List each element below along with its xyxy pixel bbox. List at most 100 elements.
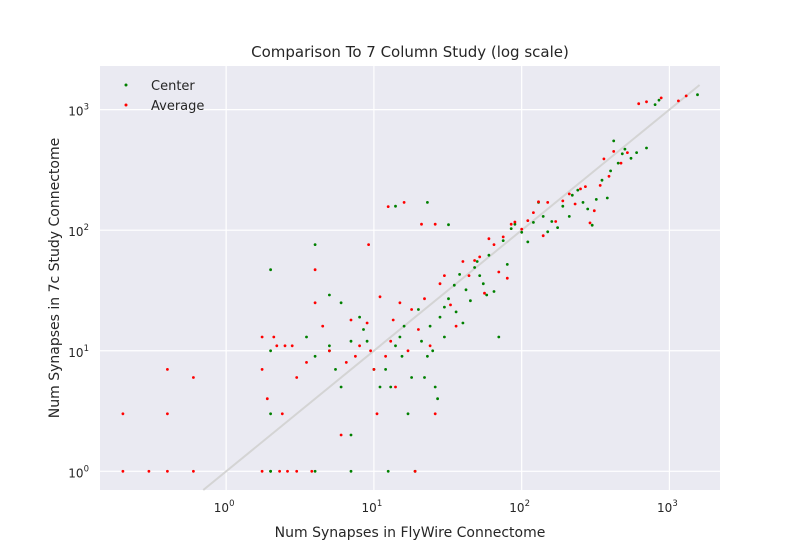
data-point-center	[402, 324, 406, 328]
data-point-center	[586, 207, 590, 211]
data-point-average	[328, 349, 331, 353]
x-tick-label: 102	[509, 499, 530, 515]
plot-background	[100, 66, 720, 490]
data-point-average	[567, 192, 571, 196]
data-point-average	[286, 469, 289, 473]
data-point-average	[509, 222, 513, 226]
data-point-average	[592, 209, 596, 213]
data-point-center	[349, 469, 353, 473]
data-point-average	[645, 100, 648, 104]
data-point-average	[260, 368, 264, 371]
data-point-center	[520, 230, 524, 234]
data-point-center	[313, 354, 317, 358]
data-point-center	[501, 239, 505, 243]
data-point-average	[305, 361, 308, 364]
data-point-average	[626, 151, 629, 155]
data-point-center	[447, 297, 450, 301]
data-point-average	[612, 150, 616, 153]
x-tick-label: 101	[362, 499, 383, 515]
data-point-center	[358, 315, 361, 319]
data-point-center	[362, 328, 365, 331]
data-point-center	[561, 204, 565, 208]
x-tick-label: 100	[214, 499, 235, 515]
data-point-center	[443, 335, 446, 339]
data-point-center	[339, 385, 343, 389]
data-point-average	[598, 184, 602, 187]
y-tick-label: 103	[68, 103, 89, 119]
data-point-average	[391, 318, 395, 322]
data-point-center	[532, 221, 535, 224]
data-point-average	[420, 222, 423, 226]
data-point-average	[454, 324, 458, 328]
legend-label-average: Average	[151, 99, 204, 114]
data-point-average	[561, 199, 565, 203]
data-point-average	[349, 318, 353, 322]
data-point-average	[483, 291, 486, 295]
data-point-average	[467, 274, 471, 277]
data-point-center	[469, 299, 472, 303]
data-point-average	[369, 349, 372, 353]
data-point-average	[275, 344, 279, 348]
data-point-center	[576, 188, 580, 192]
data-point-center	[410, 376, 413, 379]
data-point-average	[478, 255, 482, 259]
data-point-center	[497, 335, 501, 339]
data-point-average	[637, 102, 641, 106]
data-point-center	[328, 293, 331, 297]
data-point-average	[375, 412, 379, 416]
data-point-average	[192, 469, 195, 473]
data-point-average	[417, 328, 420, 331]
data-point-center	[447, 223, 450, 227]
data-point-average	[310, 469, 314, 473]
data-point-center	[464, 288, 468, 292]
data-point-average	[433, 412, 437, 416]
data-point-average	[513, 220, 517, 224]
data-point-average	[526, 219, 530, 223]
data-point-center	[269, 349, 272, 353]
y-tick-label: 100	[68, 464, 89, 480]
data-point-average	[402, 201, 406, 204]
data-point-center	[269, 469, 272, 473]
data-point-average	[398, 301, 402, 305]
data-point-average	[265, 397, 269, 401]
data-point-average	[423, 297, 426, 301]
x-axis-label: Num Synapses in FlyWire Connectome	[275, 525, 546, 541]
data-point-center	[378, 385, 382, 389]
data-point-center	[581, 201, 585, 204]
y-tick-label: 101	[68, 344, 89, 360]
legend-marker-center	[124, 83, 128, 87]
data-point-center	[473, 266, 476, 269]
y-axis-label: Num Synapses in 7c Study Connectome	[47, 138, 63, 418]
data-point-average	[166, 368, 169, 371]
data-point-center	[546, 230, 550, 234]
data-point-center	[594, 198, 598, 201]
data-point-average	[354, 354, 357, 358]
data-point-average	[438, 282, 442, 286]
data-point-center	[423, 376, 426, 379]
data-point-average	[367, 243, 370, 247]
data-point-center	[526, 240, 530, 244]
data-point-center	[616, 161, 620, 165]
data-point-center	[365, 339, 369, 343]
data-point-average	[283, 344, 287, 348]
grid-lines	[100, 66, 720, 490]
chart-title: Comparison To 7 Column Study (log scale)	[251, 43, 569, 61]
data-point-average	[602, 157, 606, 161]
data-point-center	[420, 339, 423, 343]
x-tick-labels: 100 101 102 103	[214, 499, 678, 515]
data-point-center	[431, 349, 435, 353]
data-point-center	[461, 321, 465, 325]
data-point-average	[554, 220, 558, 223]
series-center-points	[269, 93, 699, 473]
data-point-center	[487, 253, 491, 257]
data-point-average	[443, 274, 446, 277]
data-point-average	[378, 295, 382, 299]
data-point-center	[541, 215, 545, 218]
y-tick-label: 102	[68, 223, 89, 239]
data-point-average	[579, 187, 582, 191]
data-point-average	[449, 303, 452, 307]
reference-line	[202, 84, 701, 491]
data-point-center	[433, 385, 437, 389]
data-point-average	[295, 469, 299, 473]
data-point-average	[166, 469, 169, 473]
